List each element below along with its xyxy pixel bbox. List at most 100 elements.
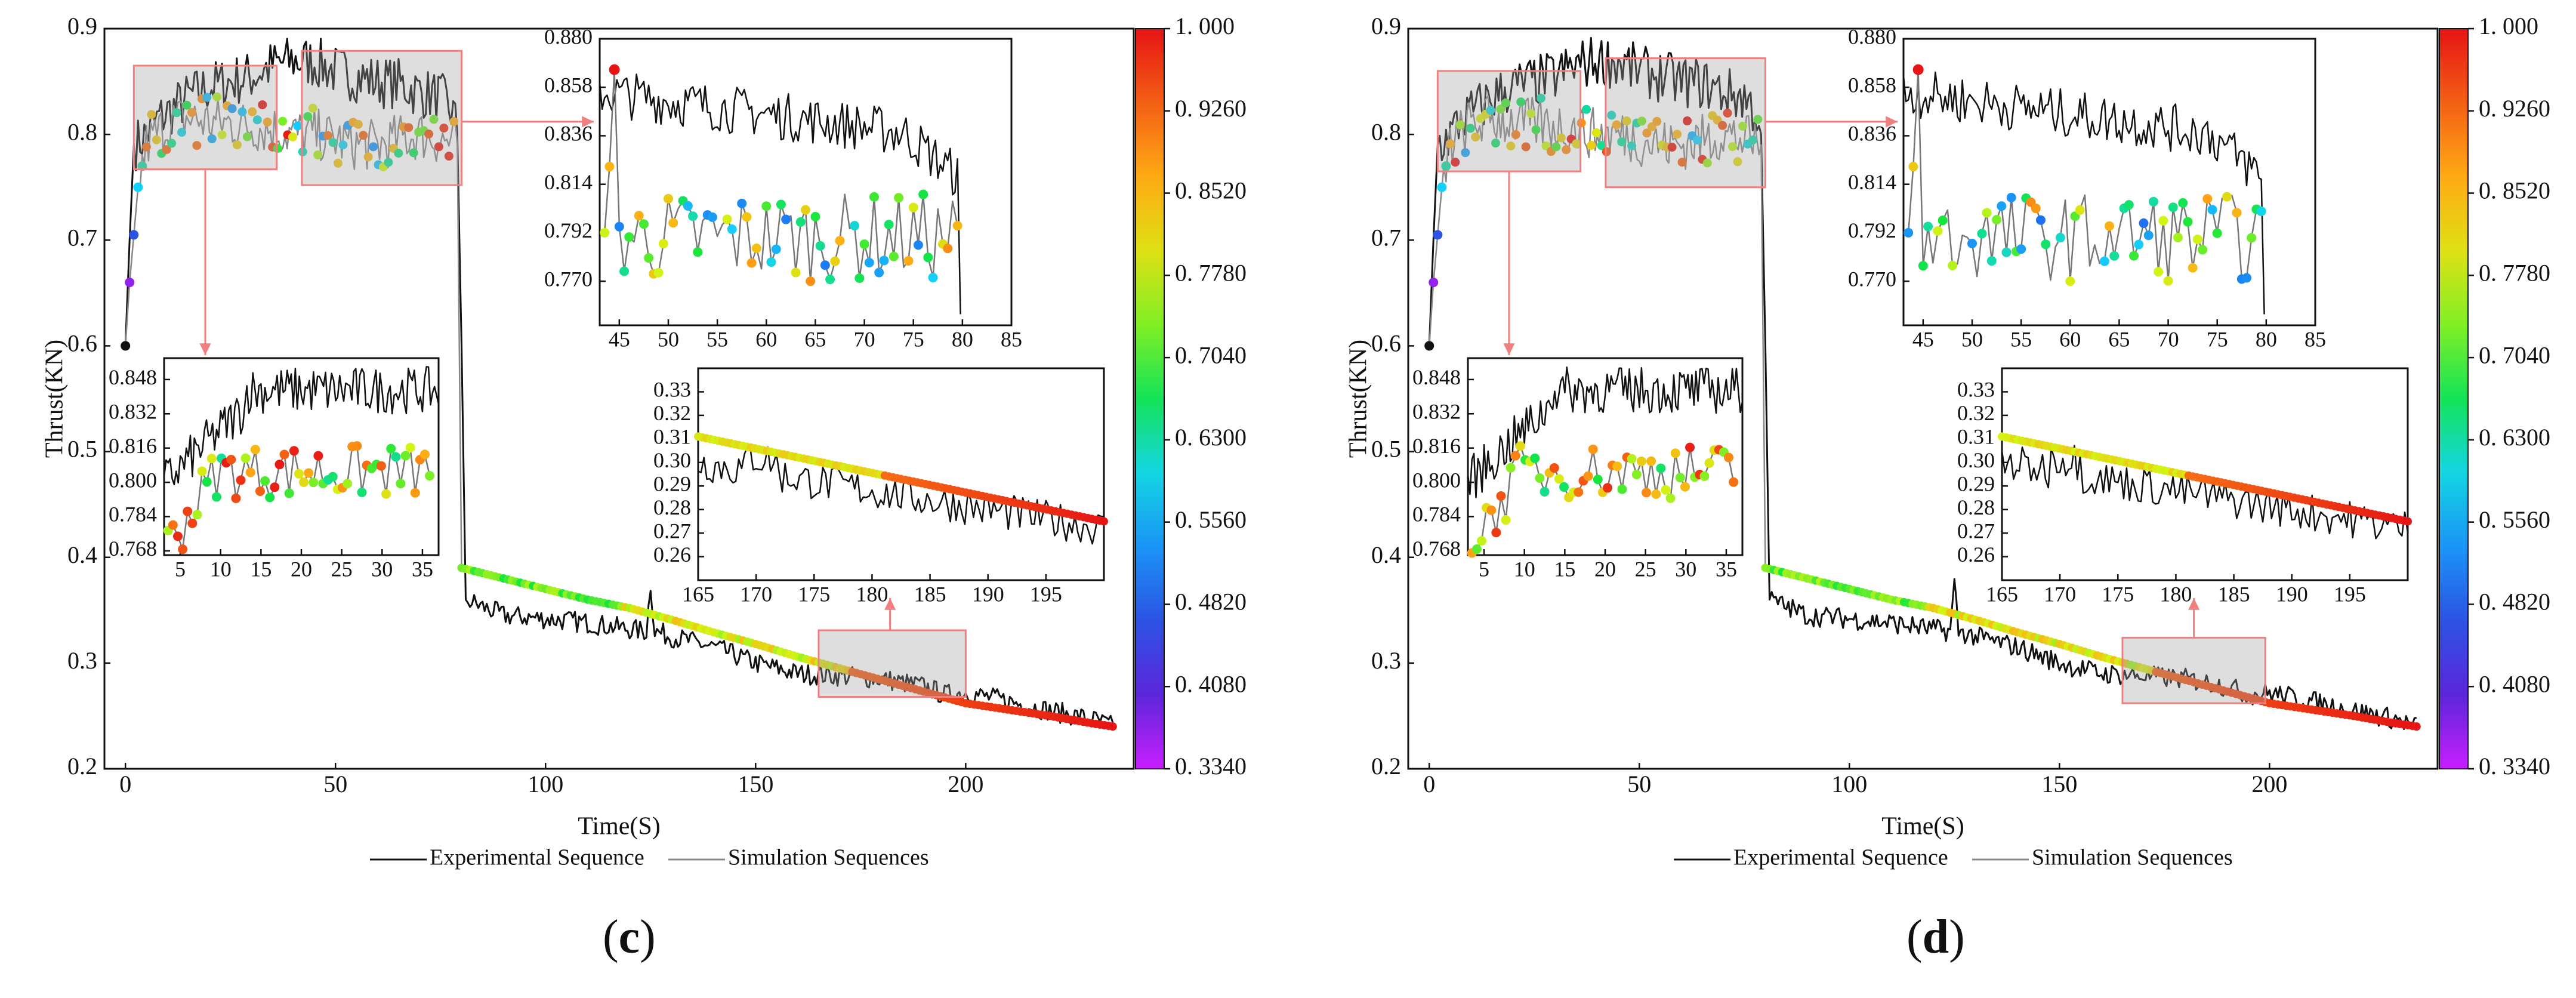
main-simulation-marker	[1441, 161, 1451, 171]
inset-left-marker	[1535, 473, 1545, 483]
legend-experimental-label: Experimental Sequence	[430, 845, 644, 870]
inset-left-xtick-label: 20	[1594, 557, 1616, 581]
inset-left-marker	[328, 472, 338, 482]
colorbar-tick-label: 0. 3340	[1175, 753, 1247, 780]
main-simulation-marker	[384, 158, 393, 167]
inset-top-marker	[664, 193, 673, 204]
inset-top-ytick-label: 0.858	[1848, 73, 1896, 97]
inset-left-marker	[1612, 461, 1622, 472]
highlight-box-tail	[2121, 636, 2266, 704]
main-simulation-marker	[1642, 128, 1652, 138]
main-xtick-label: 50	[1627, 771, 1651, 797]
inset-left-marker	[308, 478, 319, 488]
inset-bottom-bg	[2002, 368, 2408, 580]
main-xtick-label: 100	[527, 771, 563, 797]
colorbar-tick-label: 0. 3340	[2479, 753, 2550, 780]
main-simulation-marker	[242, 132, 252, 141]
inset-left-ytick-label: 0.800	[109, 468, 157, 492]
inset-top-marker	[1908, 162, 1918, 172]
inset-left-experimental-line	[1467, 366, 1744, 498]
main-y-axis-title: Thrust(KN)	[41, 340, 69, 458]
inset-left-marker	[1588, 444, 1598, 454]
inset-top-marker	[614, 221, 624, 232]
inset-top-marker	[2198, 245, 2208, 255]
legend-experimental-label: Experimental Sequence	[1733, 845, 1948, 870]
inset-left-marker	[1729, 477, 1739, 487]
inset-top-xtick-label: 85	[2304, 327, 2326, 351]
inset-left-ytick-label: 0.784	[109, 503, 157, 526]
colorbar-tick-label: 0. 7780	[1175, 260, 1247, 287]
inset-top-marker	[894, 193, 904, 203]
colorbar-tick-label: 0. 8520	[1175, 177, 1247, 204]
colorbar-tick-label: 0. 5560	[1175, 506, 1247, 533]
inset-top-marker	[1933, 226, 1943, 236]
inset-top-xtick-label: 75	[2207, 327, 2228, 351]
inset-top-marker	[2222, 192, 2232, 202]
inset-top-marker	[2041, 239, 2051, 250]
inset-left-marker	[1724, 452, 1733, 463]
inset-left-marker	[1491, 528, 1501, 538]
main-simulation-marker	[237, 107, 247, 116]
inset-top-marker	[864, 257, 874, 267]
inset-left-marker	[400, 451, 411, 461]
inset-top-marker	[2124, 200, 2134, 210]
inset-top-marker	[2109, 251, 2120, 261]
inset-left-marker	[410, 488, 420, 498]
main-ytick-label: 0.2	[1371, 753, 1401, 780]
inset-top-marker	[634, 211, 644, 221]
inset-top-marker	[918, 189, 928, 199]
main-plot-frame	[1407, 27, 2439, 770]
inset-top-marker	[2168, 202, 2178, 212]
inset-top-ytick-label: 0.770	[544, 267, 593, 291]
inset-top-xtick-label: 60	[2059, 327, 2081, 351]
main-experimental-line	[124, 38, 1114, 726]
inset-left-marker	[1675, 473, 1685, 483]
inset-top-marker	[1948, 260, 1958, 270]
inset-top-ytick-label: 0.858	[544, 73, 593, 97]
main-simulation-marker	[1424, 341, 1434, 351]
main-simulation-marker	[1556, 133, 1566, 143]
inset-top-marker	[879, 255, 889, 266]
main-simulation-marker	[177, 128, 187, 137]
inset-left-marker	[173, 531, 183, 541]
inset-left-xtick-label: 30	[1675, 557, 1696, 581]
inset-top-marker	[2256, 206, 2266, 216]
inset-left-marker	[313, 451, 323, 461]
inset-bottom-bg	[698, 368, 1104, 580]
main-simulation-marker	[1748, 135, 1757, 145]
colorbar	[2439, 28, 2469, 769]
inset-top-marker	[835, 236, 845, 246]
inset-top-marker	[850, 221, 860, 231]
main-simulation-marker	[1551, 142, 1561, 152]
inset-left-marker	[206, 454, 217, 464]
main-simulation-marker	[121, 341, 131, 351]
inset-top-marker	[746, 258, 757, 268]
inset-left-marker	[192, 510, 202, 520]
main-simulation-marker	[1501, 98, 1510, 108]
inset-top-marker	[624, 232, 634, 242]
inset-top-marker	[683, 201, 693, 211]
inset-left-marker	[1540, 486, 1550, 497]
inset-top-xtick-label: 55	[707, 327, 728, 351]
inset-top-ytick-label: 0.880	[544, 24, 593, 48]
inset-left-marker	[1636, 456, 1646, 466]
main-ytick-label: 0.3	[1371, 647, 1401, 674]
inset-top-ytick-label: 0.814	[544, 170, 593, 194]
inset-bottom-marker	[1100, 517, 1108, 526]
inset-top-ytick-label: 0.880	[1848, 24, 1896, 48]
inset-bottom-frame	[2001, 367, 2409, 581]
inset-left-marker	[197, 466, 207, 476]
main-simulation-marker	[409, 148, 418, 158]
main-simulation-marker	[1587, 140, 1596, 150]
inset-top-marker	[923, 252, 933, 263]
inset-left-ytick-label: 0.816	[109, 434, 157, 458]
inset-top-marker	[638, 219, 649, 229]
inset-left-xtick-label: 5	[175, 557, 186, 581]
inset-top-frame	[1902, 38, 2316, 326]
inset-top-marker	[2001, 247, 2012, 257]
highlight-box-early	[1436, 70, 1582, 173]
inset-top-marker	[1997, 201, 2007, 211]
main-ytick-label: 0.7	[1371, 224, 1401, 251]
inset-top-marker	[2036, 215, 2046, 225]
inset-top-marker	[688, 211, 698, 221]
